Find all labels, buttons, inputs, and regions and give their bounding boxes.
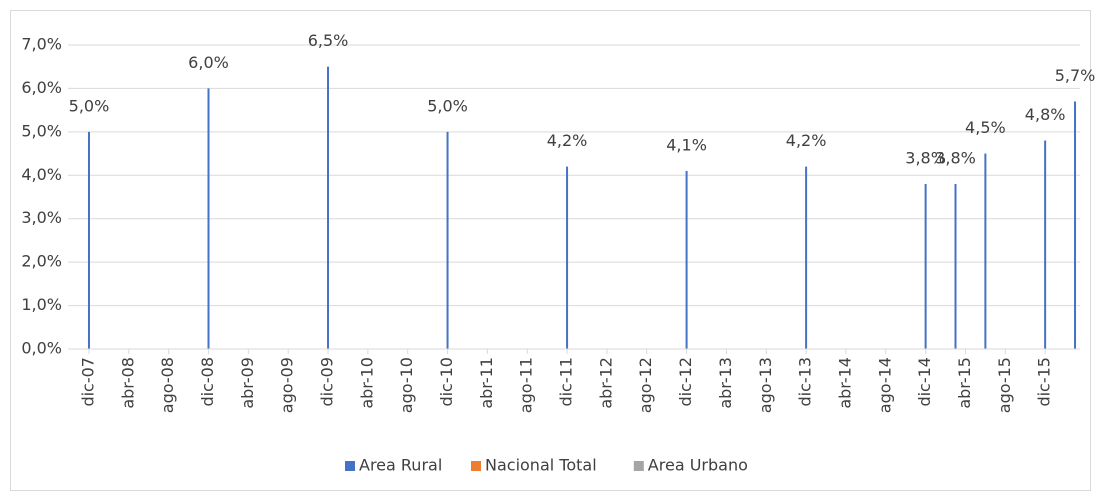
bar [566,166,569,349]
x-tick-label: ago-09 [278,357,297,413]
bar [446,131,449,349]
data-label: 4,5% [965,118,1006,137]
legend-swatch [633,461,644,471]
data-label: 3,8% [935,148,976,167]
x-tick-label: dic-09 [318,357,337,407]
x-tick-label: dic-13 [796,357,815,407]
x-tick-label: dic-08 [198,357,217,407]
bar [1044,140,1047,349]
bar [1074,101,1077,349]
x-tick-label: ago-08 [158,357,177,413]
legend-label: Area Rural [359,456,442,475]
x-tick-label: ago-13 [756,357,775,413]
x-tick-label: abr-13 [716,357,735,409]
bar [984,153,987,349]
y-tick-label: 7,0% [21,35,62,54]
bar [924,183,927,349]
x-tick-label: dic-15 [1035,357,1054,407]
data-label: 6,0% [188,53,229,72]
y-tick-label: 2,0% [21,252,62,271]
data-label: 4,1% [666,135,707,154]
x-tick-label: ago-12 [636,357,655,413]
data-label: 5,0% [69,96,110,115]
data-label: 5,7% [1055,66,1096,85]
x-tick-label: dic-07 [78,357,97,407]
data-label: 3,8% [905,148,946,167]
x-tick-label: abr-14 [835,357,854,409]
legend-label: Area Urbano [648,456,748,475]
x-tick-label: abr-11 [477,357,496,409]
bar [685,170,688,349]
x-tick-label: dic-11 [557,357,576,407]
legend-swatch [345,461,355,471]
x-tick-label: ago-11 [517,357,536,413]
x-tick-label: ago-15 [995,357,1014,413]
data-label: 4,8% [1025,105,1066,124]
bar [207,88,210,349]
data-label: 6,5% [308,31,349,50]
data-label: 4,2% [547,131,588,150]
x-tick-label: abr-10 [357,357,376,409]
bar [87,131,90,349]
y-tick-label: 5,0% [21,121,62,140]
legend-swatch [471,461,481,471]
x-tick-label: ago-10 [397,357,416,413]
x-tick-label: dic-14 [915,357,934,407]
y-tick-label: 4,0% [21,165,62,184]
x-tick-label: abr-09 [238,357,257,409]
x-tick-label: abr-15 [955,357,974,409]
bar [805,166,808,349]
y-tick-label: 1,0% [21,295,62,314]
y-tick-label: 3,0% [21,208,62,227]
data-label: 4,2% [786,131,827,150]
x-tick-label: dic-12 [676,357,695,407]
bar [327,66,330,349]
x-tick-label: ago-14 [875,357,894,413]
bar [954,183,957,349]
x-tick-label: abr-12 [596,357,615,409]
y-tick-label: 6,0% [21,78,62,97]
x-tick-label: abr-08 [118,357,137,409]
x-tick-label: dic-10 [437,357,456,407]
legend-label: Nacional Total [485,456,597,475]
chart-border [10,10,1091,491]
y-tick-label: 0,0% [21,339,62,358]
data-label: 5,0% [427,96,468,115]
